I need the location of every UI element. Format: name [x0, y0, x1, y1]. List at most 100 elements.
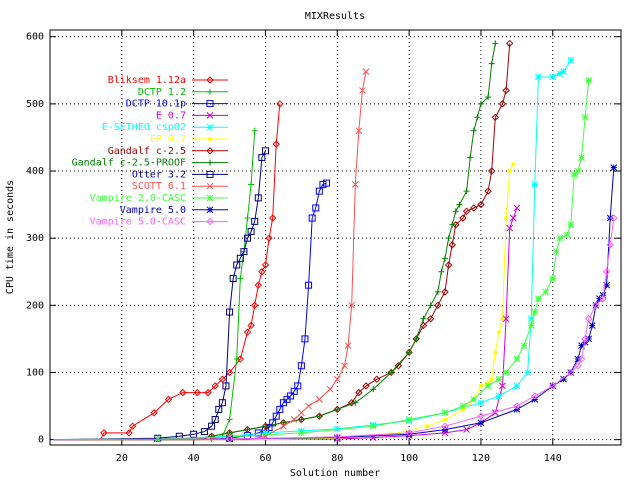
data-point: [315, 187, 323, 195]
data-point: [578, 342, 585, 349]
data-point: [452, 221, 460, 229]
legend-label: E-SETHEO csp02: [102, 122, 186, 133]
data-point: [535, 73, 542, 81]
data-point: [262, 429, 269, 437]
data-point: [531, 308, 539, 316]
data-point: [394, 362, 403, 370]
data-point: [348, 301, 356, 309]
data-point: [462, 207, 471, 216]
legend-marker: [206, 206, 214, 214]
data-point: [200, 428, 208, 436]
legend-marker: [206, 100, 214, 108]
data-point: [233, 356, 240, 363]
legend-label: EP 0.7: [150, 134, 186, 145]
y-axis-label: CPU time in seconds: [5, 180, 16, 294]
x-tick-label: 100: [400, 453, 418, 464]
data-point: [443, 417, 448, 422]
data-point: [438, 268, 445, 275]
data-point: [258, 154, 266, 162]
data-point: [250, 301, 259, 310]
data-point: [606, 241, 614, 249]
data-point: [359, 87, 366, 94]
data-point: [588, 322, 596, 329]
data-point: [486, 380, 491, 385]
data-point: [294, 382, 302, 390]
x-tick-label: 40: [188, 453, 200, 464]
series-otter-3-2: [53, 147, 269, 442]
data-point: [459, 214, 467, 222]
data-point: [484, 187, 492, 195]
legend-label: DCTP 1.2: [138, 87, 186, 98]
data-point: [388, 369, 395, 376]
data-point: [333, 434, 341, 441]
data-point: [208, 422, 216, 430]
data-point: [405, 430, 413, 438]
data-point: [567, 56, 575, 64]
data-point: [420, 315, 427, 322]
data-point: [560, 68, 567, 75]
data-point: [441, 409, 449, 417]
data-point: [474, 114, 481, 121]
y-tick-label: 300: [26, 233, 44, 244]
data-point: [504, 216, 509, 221]
y-tick-label: 400: [26, 166, 44, 177]
data-point: [496, 330, 501, 335]
data-point: [509, 214, 517, 222]
legend-label: Vampire 2.0-CASC: [90, 193, 186, 204]
data-point: [592, 301, 600, 310]
data-point: [247, 321, 255, 330]
data-point: [477, 399, 485, 407]
data-point: [434, 288, 441, 295]
data-point: [488, 60, 495, 67]
data-point: [470, 204, 478, 212]
series-line: [53, 207, 518, 441]
data-point: [179, 388, 187, 397]
data-point: [584, 315, 593, 323]
data-point: [524, 369, 531, 376]
legend-label: Gandalf c-2.5: [108, 146, 186, 157]
data-point: [495, 375, 503, 383]
data-point: [495, 392, 503, 400]
data-point: [301, 335, 309, 343]
data-point: [444, 261, 453, 269]
data-point: [298, 429, 305, 437]
legend-marker: [208, 137, 212, 141]
data-point: [204, 388, 212, 397]
data-point: [333, 433, 342, 441]
data-point: [125, 429, 133, 437]
data-point: [567, 221, 575, 229]
data-point: [211, 415, 219, 423]
data-point: [244, 426, 251, 433]
data-point: [347, 398, 356, 407]
data-point: [452, 208, 459, 215]
data-point: [463, 426, 470, 433]
data-point: [222, 382, 230, 390]
data-point: [254, 194, 262, 202]
data-point: [323, 179, 331, 187]
data-point: [280, 419, 287, 426]
data-point: [506, 224, 514, 232]
data-point: [236, 254, 244, 262]
data-point: [312, 204, 320, 212]
data-point: [491, 409, 499, 417]
legend-marker: [206, 76, 214, 84]
data-point: [355, 127, 363, 135]
data-point: [225, 435, 234, 443]
data-point: [585, 77, 593, 84]
data-point: [298, 409, 305, 417]
series-line: [53, 80, 590, 441]
data-point: [319, 180, 327, 188]
data-point: [511, 162, 516, 167]
legend-label: SCOTT 6.1: [132, 181, 186, 192]
legend-marker: [207, 159, 213, 166]
legend-label: Vampire 5.0-CASC: [90, 217, 186, 228]
data-point: [520, 342, 528, 349]
data-point: [208, 433, 215, 440]
chart-title: MIXResults: [305, 11, 365, 22]
data-point: [513, 402, 521, 410]
data-point: [581, 113, 589, 121]
data-point: [602, 268, 611, 276]
data-point: [553, 248, 560, 255]
data-point: [531, 392, 539, 400]
